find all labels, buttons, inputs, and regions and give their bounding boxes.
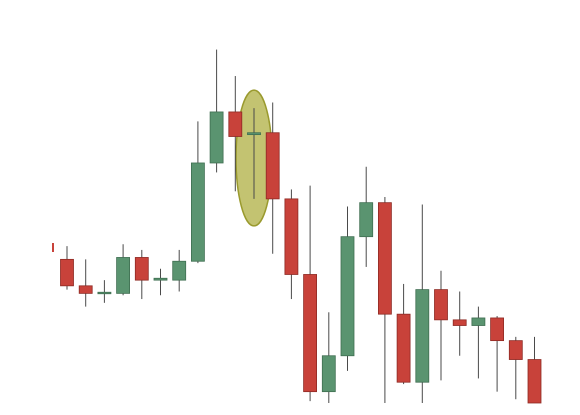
candle-13 [284,189,299,300]
candle-24 [490,316,505,392]
candle-body-bearish [434,289,448,321]
candle-14 [303,185,318,402]
candle-body-bearish [134,257,149,281]
candle-12 [265,102,280,254]
candle-8 [190,121,205,264]
candle-21 [434,270,448,381]
candles-layer [60,49,542,404]
candle-body-bearish [228,111,243,137]
candle-body-bullish [172,260,187,281]
candle-body-bullish [247,132,261,136]
candle-body-bullish [321,355,336,393]
candle-body-bearish [60,258,74,287]
candle-22 [452,291,467,356]
candle-body-bearish [377,202,392,315]
candle-body-bullish [116,257,130,294]
candle-body-bearish [78,285,93,294]
candle-2 [78,259,93,307]
candle-23 [471,306,486,379]
candle-9 [209,49,224,173]
candle-26 [527,336,542,404]
candle-body-bearish [452,319,467,326]
candle-3 [97,280,112,303]
candle-body-bearish [265,132,280,200]
candle-19 [396,283,411,385]
candle-body-bearish [396,313,411,383]
candle-body-bullish [97,291,112,295]
candle-body-bullish [415,289,430,383]
candle-body-bullish [471,317,486,326]
candle-5 [134,249,149,300]
candle-body-bearish [284,198,299,275]
candle-4 [116,244,130,296]
candle-body-bullish [340,236,355,357]
candle-6 [153,268,168,296]
candle-17 [359,166,374,267]
candle-25 [508,336,523,400]
candle-body-bearish [303,274,318,393]
candle-body-bullish [190,162,205,262]
candle-body-bearish [527,359,542,404]
candle-body-bullish [359,202,374,238]
candle-body-bearish [490,317,505,342]
candle-body-bullish [153,277,168,281]
candle-11 [247,108,261,199]
candle-7 [172,249,187,292]
candle-body-bullish [209,111,224,164]
candle-1 [60,246,74,290]
candle-10 [228,76,243,192]
candle-16 [340,206,355,371]
candle-18 [377,196,392,403]
candle-15 [321,312,336,403]
candle-body-bearish [508,340,523,360]
candle-20 [415,204,430,403]
